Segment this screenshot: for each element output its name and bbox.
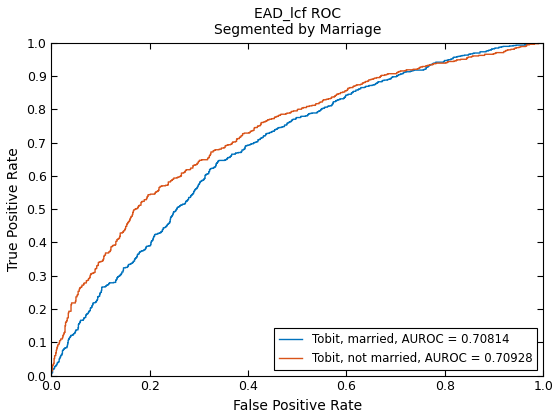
Tobit, not married, AUROC = 0.70928 xyxy=(413,67,419,72)
Tobit, not married, AUROC = 0.70928 xyxy=(316,100,323,105)
Tobit, not married, AUROC = 0.70928 xyxy=(48,373,55,378)
Tobit, not married, AUROC = 0.70928 xyxy=(538,40,544,45)
Tobit, married, AUROC = 0.70814 xyxy=(167,218,174,223)
Tobit, not married, AUROC = 0.70928 xyxy=(158,184,165,189)
Tobit, married, AUROC = 0.70814 xyxy=(538,40,545,45)
Tobit, married, AUROC = 0.70814 xyxy=(322,105,329,110)
Y-axis label: True Positive Rate: True Positive Rate xyxy=(7,147,21,271)
Tobit, not married, AUROC = 0.70928 xyxy=(274,114,281,119)
Line: Tobit, not married, AUROC = 0.70928: Tobit, not married, AUROC = 0.70928 xyxy=(52,42,543,375)
Title: EAD_lcf ROC
Segmented by Marriage: EAD_lcf ROC Segmented by Marriage xyxy=(213,7,381,37)
Line: Tobit, married, AUROC = 0.70814: Tobit, married, AUROC = 0.70814 xyxy=(52,42,543,375)
X-axis label: False Positive Rate: False Positive Rate xyxy=(232,399,362,413)
Tobit, married, AUROC = 0.70814 xyxy=(48,373,55,378)
Tobit, not married, AUROC = 0.70928 xyxy=(346,86,352,91)
Tobit, married, AUROC = 0.70814 xyxy=(540,40,547,45)
Tobit, married, AUROC = 0.70814 xyxy=(402,70,409,75)
Legend: Tobit, married, AUROC = 0.70814, Tobit, not married, AUROC = 0.70928: Tobit, married, AUROC = 0.70814, Tobit, … xyxy=(274,328,537,370)
Tobit, not married, AUROC = 0.70928 xyxy=(540,40,547,45)
Tobit, not married, AUROC = 0.70928 xyxy=(110,243,116,248)
Tobit, married, AUROC = 0.70814 xyxy=(48,373,55,378)
Tobit, married, AUROC = 0.70814 xyxy=(372,82,379,87)
Tobit, married, AUROC = 0.70814 xyxy=(242,144,249,149)
